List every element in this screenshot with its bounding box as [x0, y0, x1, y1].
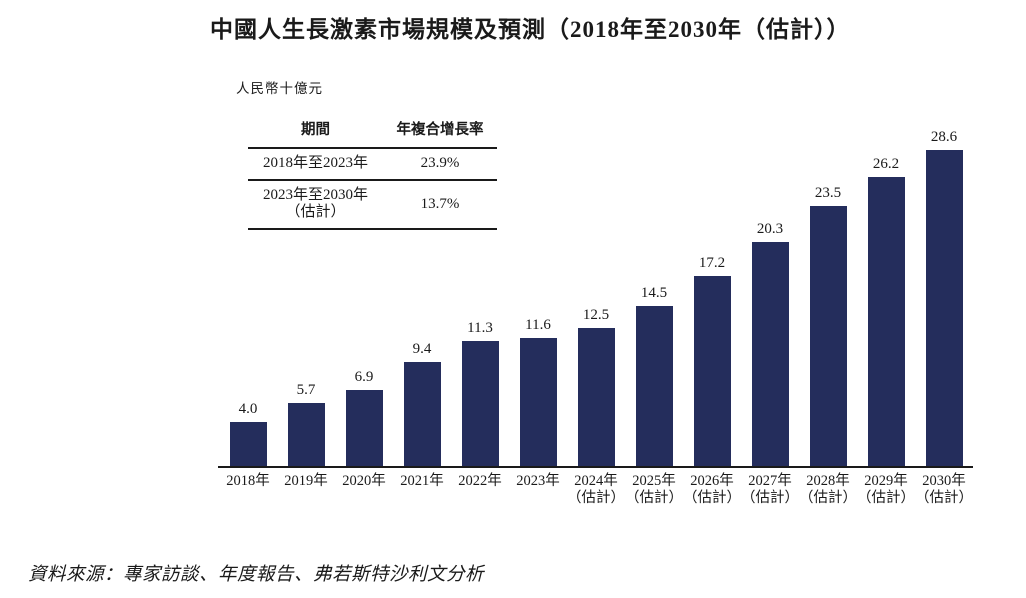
x-axis-label-year: 2025年 [632, 473, 676, 489]
x-axis-label-year: 2024年 [574, 473, 618, 489]
bar-value-label: 20.3 [756, 220, 784, 237]
x-axis-label: 2029年 （估計） [857, 473, 915, 506]
bar-value-label: 11.6 [525, 316, 551, 333]
chart-column: 9.4 [393, 341, 451, 466]
x-axis-label: 2022年 [451, 473, 509, 506]
cagr-header-row: 期間 年複合增長率 [248, 112, 497, 149]
bar-value-label: 23.5 [814, 185, 842, 202]
chart-column: 28.6 [915, 129, 973, 466]
bar-2030年 [925, 149, 963, 466]
cagr-row: 2023年至2030年 （估計） 13.7% [248, 180, 497, 230]
x-axis-label-year: 2028年 [806, 473, 850, 489]
chart-column: 12.5 [567, 307, 625, 466]
bar-2025年 [635, 305, 673, 466]
chart-column: 17.2 [683, 255, 741, 466]
chart-column: 26.2 [857, 155, 915, 466]
bar-2028年 [809, 206, 847, 466]
bar-value-label: 26.2 [872, 155, 900, 172]
bar-2029年 [867, 176, 905, 466]
x-axis-label-year: 2026年 [690, 473, 734, 489]
x-axis-label-year: 2018年 [226, 473, 270, 489]
x-axis-label: 2024年 （估計） [567, 473, 625, 506]
x-axis-label: 2027年 （估計） [741, 473, 799, 506]
bar-2018年 [229, 421, 267, 466]
bar-value-label: 4.0 [238, 400, 258, 417]
x-axis-label: 2020年 [335, 473, 393, 506]
bar-2027年 [751, 241, 789, 466]
bar-value-label: 28.6 [930, 128, 958, 145]
chart-column: 6.9 [335, 369, 393, 466]
bar-value-label: 17.2 [698, 254, 726, 271]
source-note: 資料來源：專家訪談、年度報告、弗若斯特沙利文分析 [28, 565, 485, 585]
bar-2021年 [403, 362, 441, 466]
x-axis-label-year: 2027年 [748, 473, 792, 489]
bar-value-label: 14.5 [640, 284, 668, 301]
x-axis-label: 2021年 [393, 473, 451, 506]
x-axis-label: 2025年 （估計） [625, 473, 683, 506]
cagr-row: 2018年至2023年 23.9% [248, 148, 497, 181]
cagr-rate: 13.7% [383, 180, 497, 230]
x-axis-labels: 2018年 2019年 2020年 2021年 2022年 2023年 2024年 （估計） 2… [219, 473, 973, 506]
bar-2019年 [287, 403, 325, 466]
bar-2020年 [345, 389, 383, 466]
bar-2024年 [577, 327, 615, 466]
x-axis-label: 2026年 （估計） [683, 473, 741, 506]
cagr-period: 2023年至2030年 [262, 187, 368, 203]
bar-2026年 [693, 275, 731, 466]
x-axis-label-year: 2021年 [400, 473, 444, 489]
bar-value-label: 6.9 [354, 368, 374, 385]
cagr-header-rate: 年複合增長率 [383, 112, 497, 149]
x-axis-label-year: 2029年 [864, 473, 908, 489]
cagr-rate: 23.9% [383, 148, 497, 181]
chart-column: 14.5 [625, 285, 683, 466]
cagr-period: 2018年至2023年 [262, 155, 368, 171]
chart-column: 4.0 [219, 401, 277, 466]
x-axis-label-year: 2022年 [458, 473, 502, 489]
x-axis-label-year: 2030年 [922, 473, 966, 489]
chart-column: 20.3 [741, 221, 799, 466]
x-axis-label: 2023年 [509, 473, 567, 506]
x-axis-label: 2030年 （估計） [915, 473, 973, 506]
bars-area: 4.0 5.7 6.9 9.4 11.3 11.6 12.5 14.5 17.2 20.3 23.5… [219, 0, 973, 466]
bar-2022年 [461, 341, 499, 466]
x-axis-label-estimate-note: （估計） [799, 489, 857, 506]
chart-column: 11.3 [451, 320, 509, 466]
x-axis-label-estimate-note: （估計） [915, 489, 973, 506]
x-axis-label-year: 2020年 [342, 473, 386, 489]
x-axis-label-estimate-note: （估計） [567, 489, 625, 506]
x-axis-label: 2028年 （估計） [799, 473, 857, 506]
x-axis-label-estimate-note: （估計） [857, 489, 915, 506]
x-axis-label: 2019年 [277, 473, 335, 506]
cagr-table: 期間 年複合增長率 2018年至2023年 23.9% 2023年至2030年 [248, 112, 497, 230]
unit-label: 人民幣十億元 [236, 81, 323, 96]
x-axis-label-estimate-note: （估計） [625, 489, 683, 506]
cagr-header-period: 期間 [248, 112, 383, 149]
x-axis-label: 2018年 [219, 473, 277, 506]
bar-value-label: 11.3 [467, 320, 493, 337]
x-axis-label-estimate-note: （估計） [683, 489, 741, 506]
x-axis-label-year: 2023年 [516, 473, 560, 489]
chart-column: 5.7 [277, 382, 335, 466]
bar-value-label: 9.4 [412, 341, 432, 358]
chart-column: 23.5 [799, 185, 857, 466]
x-axis-label-year: 2019年 [284, 473, 328, 489]
chart-column: 11.6 [509, 317, 567, 466]
bar-2023年 [519, 337, 557, 466]
cagr-period-note: （估計） [285, 204, 346, 220]
bar-value-label: 5.7 [296, 382, 316, 399]
bar-value-label: 12.5 [582, 306, 610, 323]
chart-title: 中國人生長激素市場規模及預測（2018年至2030年（估計）） [210, 17, 851, 42]
x-axis-line [218, 466, 973, 468]
x-axis-label-estimate-note: （估計） [741, 489, 799, 506]
